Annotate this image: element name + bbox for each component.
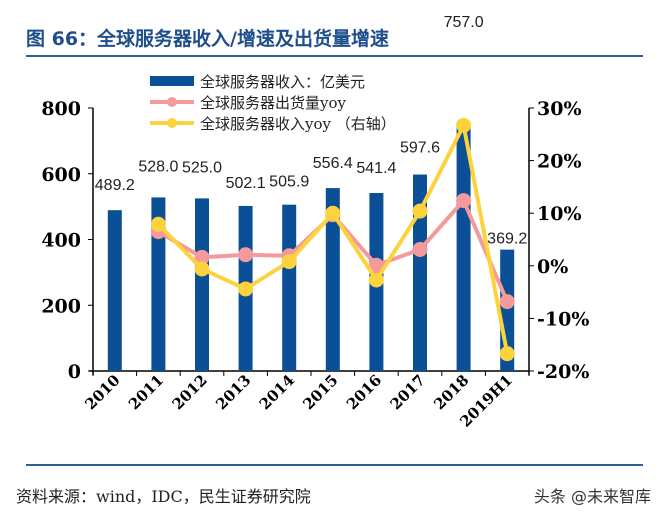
series-point: [368, 257, 384, 273]
series-point: [368, 272, 384, 288]
x-tick-label: 2011: [125, 371, 167, 413]
series-point: [412, 203, 428, 219]
x-tick-label: 2016: [343, 371, 385, 413]
right-tick-label: 20%: [537, 151, 582, 173]
series-point: [238, 281, 254, 297]
series-point: [456, 117, 472, 133]
bar-data-label: 528.0: [138, 158, 178, 175]
x-tick-label: 2013: [212, 371, 254, 413]
left-tick-label: 200: [41, 295, 81, 317]
bar: [282, 204, 297, 371]
left-tick-label: 800: [41, 98, 81, 120]
right-tick-label: 10%: [537, 203, 582, 225]
watermark: 头条 @未来智库: [533, 487, 651, 506]
bar-data-label: 597.6: [400, 140, 440, 157]
bar: [151, 197, 166, 371]
series-point: [412, 241, 428, 257]
right-tick-label: -20%: [537, 361, 589, 383]
series-point: [150, 216, 166, 232]
x-tick-label: 2014: [256, 371, 298, 413]
left-tick-label: 400: [41, 230, 81, 252]
right-tick-label: 0%: [537, 256, 568, 278]
bar-data-label: 505.9: [269, 174, 309, 191]
footer-divider: [26, 464, 643, 466]
bar: [413, 174, 427, 371]
bar-data-label: 541.4: [356, 160, 396, 177]
bar-data-label: 369.2: [487, 231, 527, 248]
right-tick-label: 30%: [537, 98, 582, 120]
x-tick-label: 2015: [299, 371, 341, 413]
right-tick-label: -10%: [537, 308, 589, 330]
legend-label: 全球服务器收入yoy （右轴）: [200, 115, 396, 133]
bar: [107, 210, 122, 371]
series-point: [499, 294, 515, 310]
source-note: 资料来源：wind，IDC，民生证券研究院: [16, 487, 311, 506]
bar-data-label: 556.4: [313, 155, 353, 172]
legend-label: 全球服务器收入：亿美元: [200, 73, 365, 91]
series-point: [194, 249, 210, 265]
bar: [456, 122, 471, 371]
legend-swatch-bar: [150, 76, 194, 86]
series-point: [238, 247, 254, 263]
x-tick-label: 2010: [81, 371, 123, 413]
bar-data-label: 757.0: [444, 14, 484, 31]
bar-data-label: 525.0: [182, 159, 222, 176]
x-tick-label: 2012: [169, 371, 211, 413]
series-point: [325, 205, 341, 221]
series-point: [456, 193, 472, 209]
bar: [195, 198, 209, 371]
series-point: [194, 261, 210, 277]
series-point: [499, 346, 515, 362]
legend-swatch-point: [167, 118, 177, 128]
bar-data-label: 502.1: [226, 175, 266, 192]
x-tick-label: 2017: [387, 371, 429, 413]
left-tick-label: 0: [68, 361, 81, 383]
legend-label: 全球服务器出货量yoy: [200, 94, 347, 112]
title-divider: [26, 55, 643, 57]
bar: [325, 188, 340, 371]
figure-title: 图 66：全球服务器收入/增速及出货量增速: [26, 28, 389, 50]
left-tick-label: 600: [41, 164, 81, 186]
series-point: [281, 254, 297, 270]
bar-data-label: 489.2: [95, 177, 135, 194]
legend-swatch-point: [167, 97, 177, 107]
